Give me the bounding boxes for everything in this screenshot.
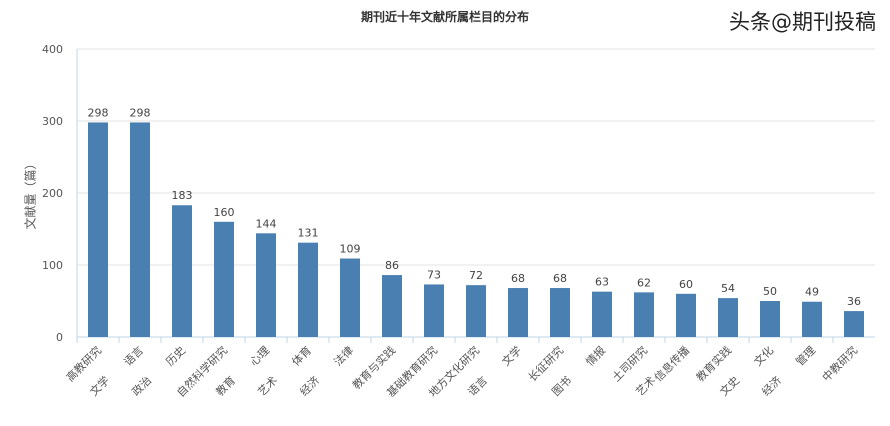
data-label: 72 [469, 269, 483, 282]
x-tick-label-second-line: 图书 [549, 374, 574, 399]
x-tick-label: 中教研究 [819, 343, 860, 384]
data-label: 50 [763, 285, 777, 298]
y-tick-label: 200 [42, 187, 63, 200]
x-tick-label-second-line: 艺术 [255, 374, 280, 399]
x-tick-label: 语言 [121, 344, 146, 369]
x-tick-label-second-line: 政治 [129, 373, 154, 398]
x-tick-label: 信息传播 [651, 343, 692, 384]
y-tick-label: 300 [42, 115, 63, 128]
bar [718, 298, 738, 337]
bar [760, 301, 780, 337]
data-label: 68 [511, 272, 525, 285]
bar [634, 292, 654, 337]
bar [550, 288, 570, 337]
data-label: 144 [256, 217, 277, 230]
x-tick-label: 历史 [163, 344, 188, 369]
x-tick-label: 心理 [247, 344, 272, 369]
x-tick-label-second-line: 经济 [297, 373, 322, 398]
bar [340, 258, 360, 337]
data-label: 183 [172, 189, 193, 202]
bar [676, 293, 696, 337]
bar [88, 122, 108, 337]
y-tick-label: 100 [42, 259, 63, 272]
y-tick-label: 0 [56, 331, 63, 344]
x-tick-label: 文学 [499, 343, 524, 368]
data-label: 68 [553, 272, 567, 285]
bar [172, 205, 192, 337]
data-label: 62 [637, 276, 651, 289]
data-label: 54 [721, 282, 735, 295]
x-tick-label: 管理 [793, 343, 818, 368]
data-label: 298 [88, 106, 109, 119]
x-tick-label: 法律 [331, 343, 356, 368]
y-tick-label: 400 [42, 43, 63, 56]
bar [802, 301, 822, 337]
bar [424, 284, 444, 337]
bar [382, 275, 402, 337]
bar [214, 221, 234, 337]
data-label: 49 [805, 286, 819, 299]
x-tick-label-second-line: 文史 [717, 373, 742, 398]
bar [844, 311, 864, 337]
x-tick-label: 体育 [289, 343, 314, 368]
data-label: 109 [340, 243, 361, 256]
x-tick-label-second-line: 经济 [759, 373, 784, 398]
x-tick-label-second-line: 教育 [213, 373, 238, 398]
x-tick-label: 情报 [583, 343, 608, 368]
bar [130, 122, 150, 337]
x-tick-label-second-line: 语言 [465, 374, 490, 399]
data-label: 160 [214, 206, 235, 219]
bar [298, 242, 318, 337]
chart-title: 期刊近十年文献所属栏目的分布 [360, 10, 529, 24]
bar [508, 288, 528, 337]
data-label: 73 [427, 268, 441, 281]
x-tick-label-second-line: 文学 [87, 373, 112, 398]
data-label: 36 [847, 295, 861, 308]
data-label: 63 [595, 276, 609, 289]
x-tick-label: 文化 [751, 343, 776, 368]
data-label: 298 [130, 106, 151, 119]
data-label: 60 [679, 278, 693, 291]
bar [466, 285, 486, 337]
watermark: 头条@期刊投稿 [729, 10, 876, 34]
data-label: 131 [298, 227, 319, 240]
bar [592, 291, 612, 337]
bar [256, 233, 276, 337]
data-label: 86 [385, 259, 399, 272]
